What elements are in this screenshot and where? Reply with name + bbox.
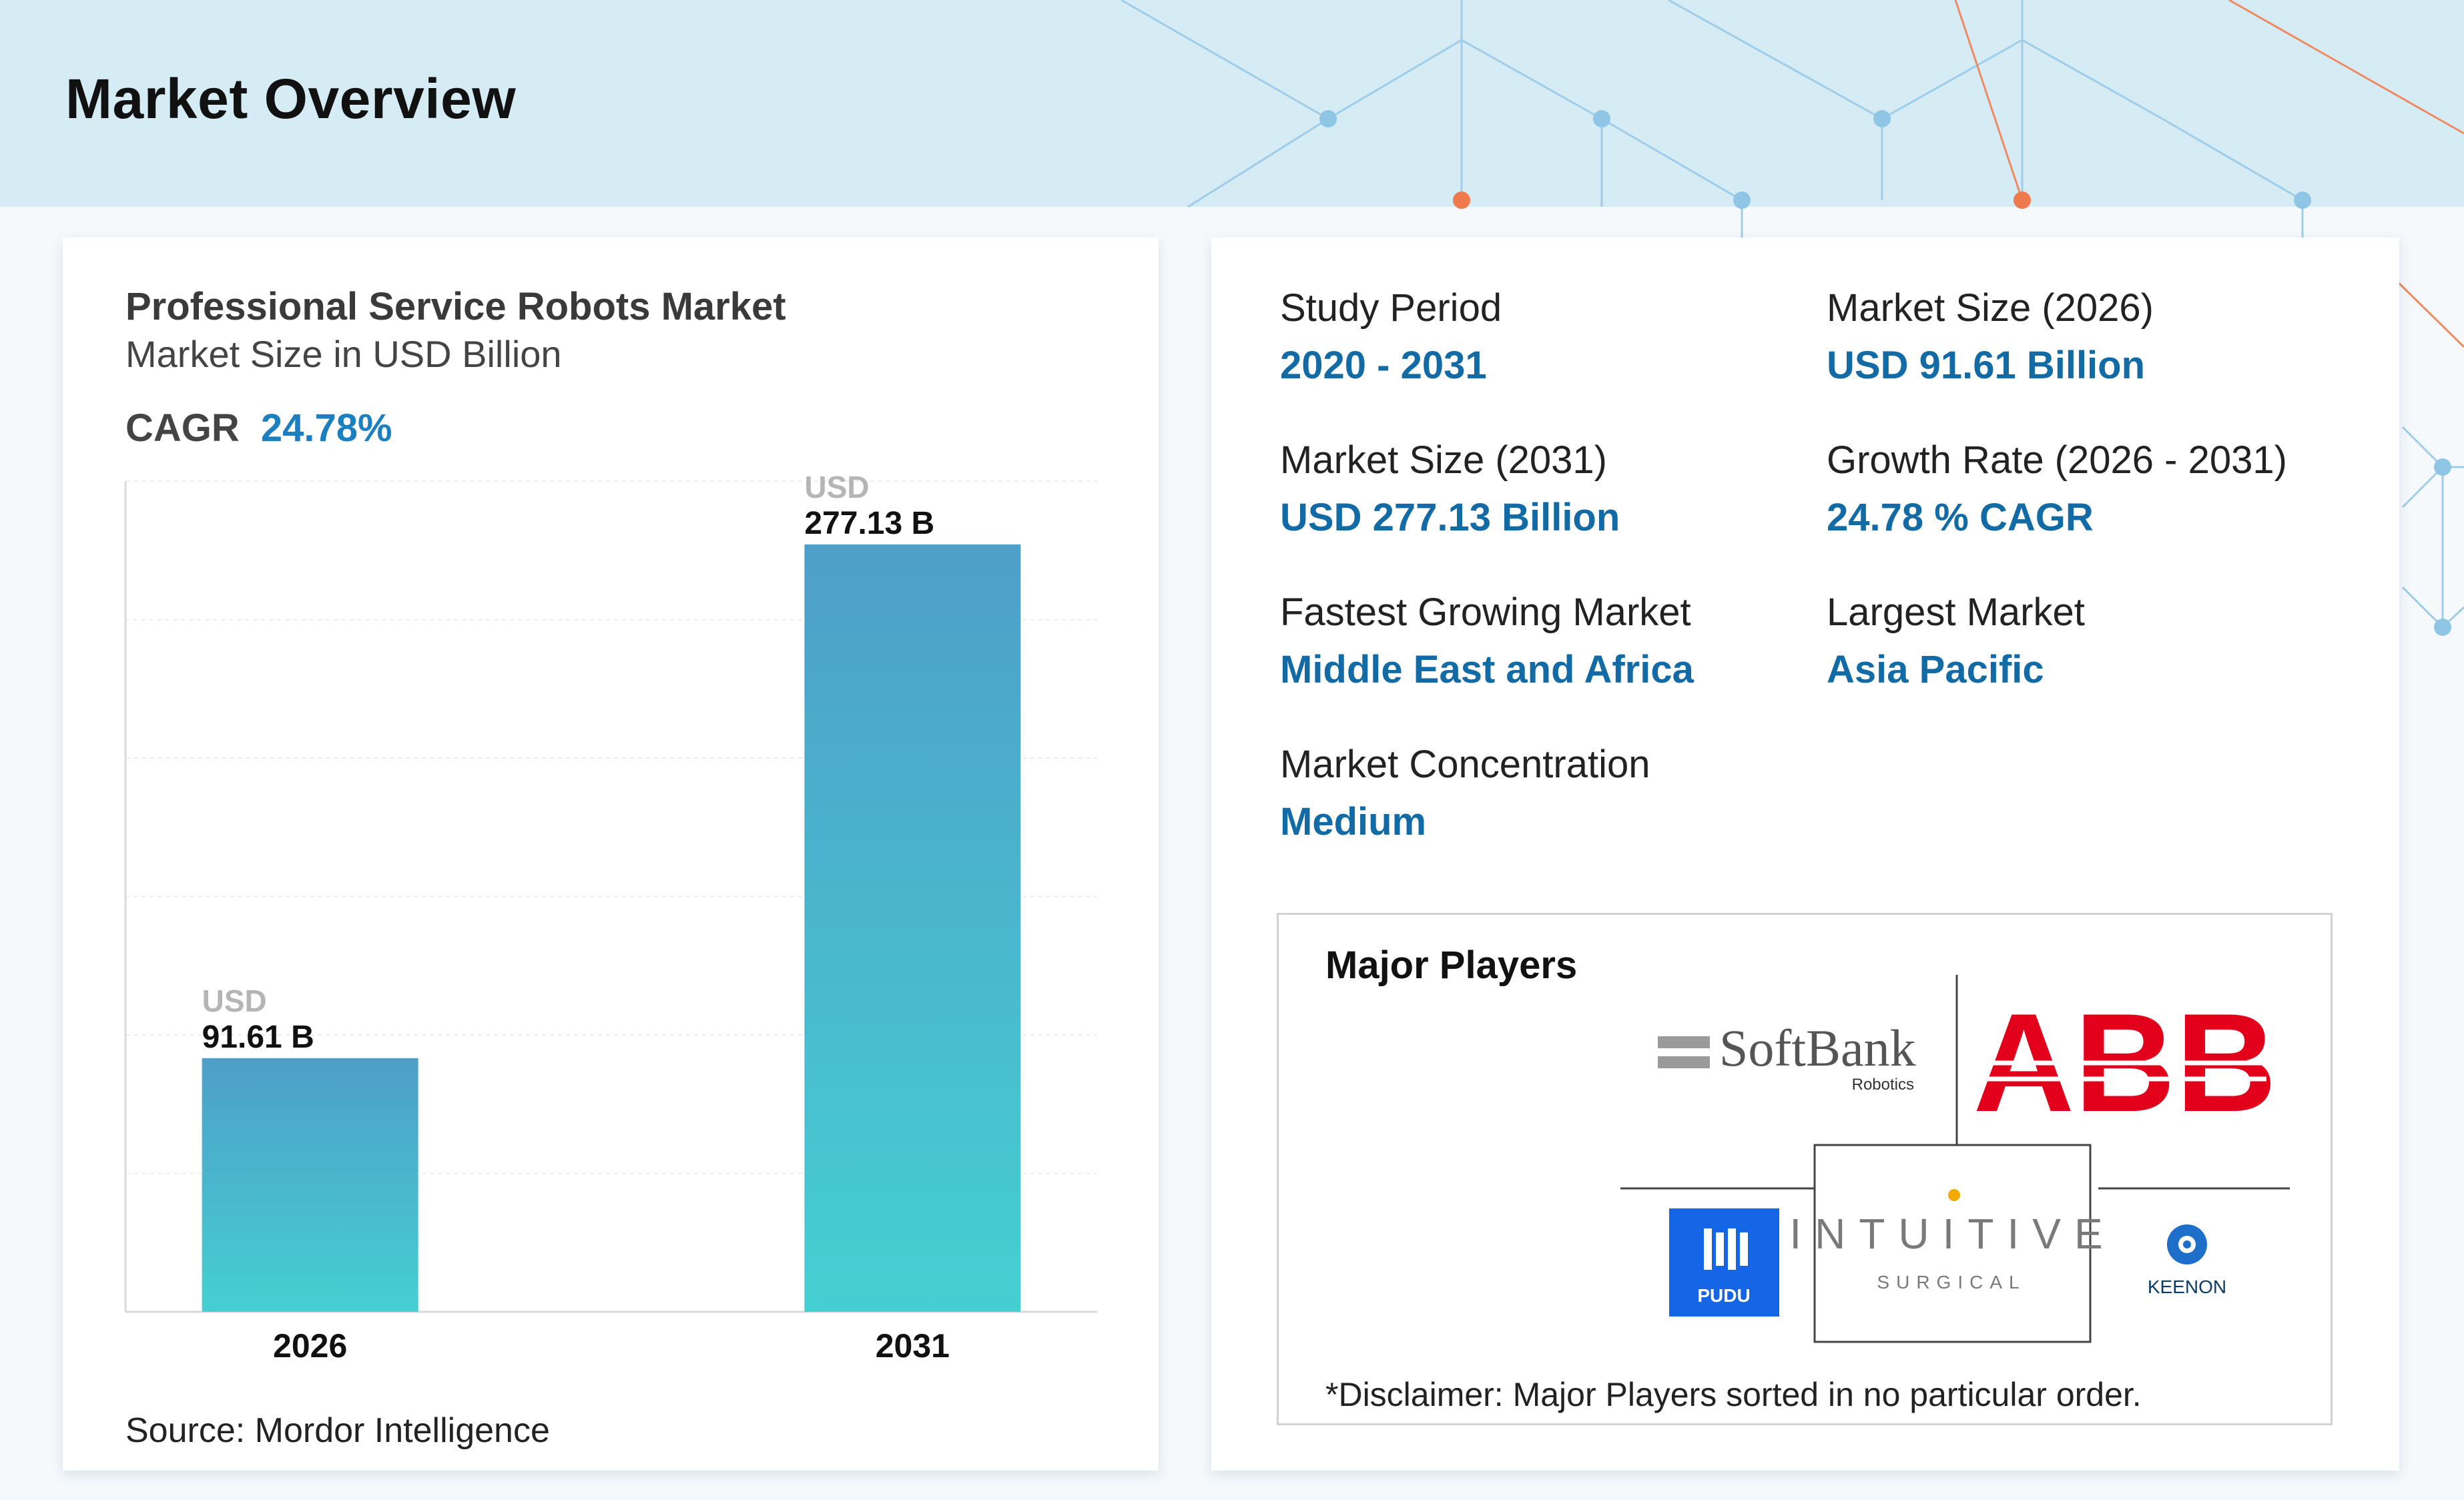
stat-value-fastest-growing: Middle East and Africa	[1280, 648, 1694, 691]
bar-value-prefix-2031: USD	[804, 470, 869, 504]
intuitive-surgical-logo: INTUITIVE SURGICAL	[1789, 1189, 2116, 1292]
x-tick-label-2031: 2031	[876, 1327, 950, 1365]
disclaimer-text: *Disclaimer: Major Players sorted in no …	[1325, 1376, 2142, 1413]
major-players-title: Major Players	[1325, 944, 1578, 987]
chart-card: Professional Service Robots Market Marke…	[63, 238, 1159, 1471]
x-tick-label-2026: 2026	[273, 1327, 347, 1365]
pudu-logo: PUDU	[1669, 1208, 1779, 1317]
cagr-value: 24.78%	[260, 406, 392, 450]
bar-2026	[202, 1058, 418, 1312]
stat-value-largest-market: Asia Pacific	[1827, 648, 2044, 691]
softbank-logo-text: SoftBank	[1719, 1019, 1916, 1077]
stat-label-growth-rate: Growth Rate (2026 - 2031)	[1827, 438, 2287, 482]
abb-logo: ABB	[1973, 984, 2277, 1141]
keenon-logo: KEENON	[2148, 1224, 2226, 1297]
stats-card: Study Period 2020 - 2031 Market Size (20…	[1211, 238, 2399, 1471]
softbank-logo: SoftBank Robotics	[1658, 1019, 1916, 1094]
cagr-row: CAGR 24.78%	[125, 406, 392, 450]
page-title: Market Overview	[65, 67, 517, 130]
major-players-box: Major Players SoftBank Robotics ABB	[1277, 913, 2333, 1425]
chart-subtitle: Market Size in USD Billion	[125, 333, 562, 375]
stat-value-growth-rate: 24.78 % CAGR	[1827, 496, 2094, 539]
stat-value-market-size-2031: USD 277.13 Billion	[1280, 496, 1620, 539]
stat-value-market-size-2026: USD 91.61 Billion	[1827, 344, 2146, 387]
bar-value-label-2026: 91.61 B	[202, 1020, 314, 1055]
intuitive-logo-subtext: SURGICAL	[1877, 1272, 2026, 1292]
stat-label-market-size-2031: Market Size (2031)	[1280, 438, 1607, 482]
chart-title: Professional Service Robots Market	[125, 285, 786, 328]
stat-label-study-period: Study Period	[1280, 286, 1502, 330]
intuitive-logo-text: INTUITIVE	[1789, 1210, 2116, 1258]
bar-2031	[804, 544, 1021, 1312]
stat-value-market-concentration: Medium	[1280, 800, 1427, 843]
bar-value-prefix-2026: USD	[202, 984, 267, 1018]
players-logo-grid: SoftBank Robotics ABB	[1620, 975, 2290, 1343]
keenon-logo-text: KEENON	[2148, 1276, 2226, 1297]
pudu-logo-text: PUDU	[1697, 1285, 1750, 1306]
stat-label-largest-market: Largest Market	[1827, 591, 2085, 634]
stat-label-fastest-growing: Fastest Growing Market	[1280, 591, 1691, 634]
softbank-logo-subtext: Robotics	[1852, 1076, 1914, 1094]
stat-label-market-size-2026: Market Size (2026)	[1827, 286, 2154, 330]
bar-value-label-2031: 277.13 B	[804, 506, 934, 541]
stat-label-market-concentration: Market Concentration	[1280, 743, 1650, 786]
stat-value-study-period: 2020 - 2031	[1280, 344, 1487, 387]
cagr-label: CAGR	[125, 406, 240, 450]
source-text: Source: Mordor Intelligence	[125, 1411, 550, 1450]
